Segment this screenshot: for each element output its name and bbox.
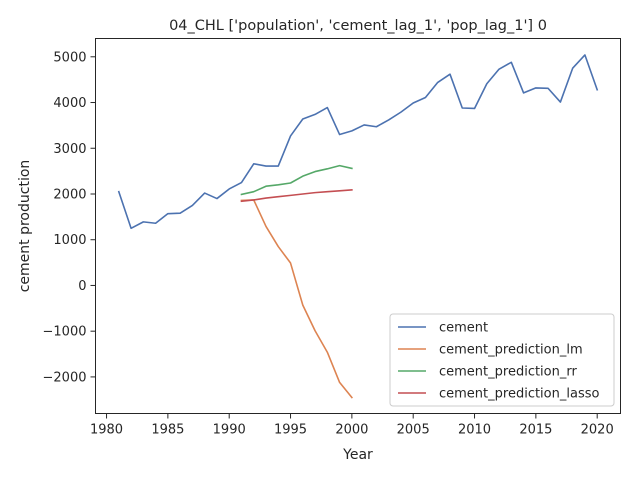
x-tick-label: 1980: [90, 423, 123, 438]
series-line-cement-prediction-rr: [240, 164, 353, 196]
x-tick-label: 2015: [519, 423, 552, 438]
series-line-cement: [117, 54, 599, 230]
legend-label: cement_prediction_lasso: [439, 387, 599, 402]
axis-ticks: 1980 1985 1990 1995 2000 2005 2010 2015 2020 −200…: [43, 50, 614, 437]
x-tick-label: 2010: [458, 423, 491, 438]
y-tick-label: −1000: [43, 325, 87, 340]
x-tick-label: 2005: [397, 423, 430, 438]
legend-label: cement_prediction_rr: [439, 365, 577, 380]
y-tick-label: −2000: [43, 370, 87, 385]
legend-label: cement_prediction_lm: [439, 343, 583, 358]
series-line-cement-prediction-lasso: [240, 189, 353, 203]
x-tick-label: 1985: [151, 423, 184, 438]
x-tick-label: 1995: [274, 423, 307, 438]
series-line-cement-prediction-lm: [240, 199, 353, 399]
y-tick-label: 4000: [53, 96, 86, 111]
x-tick-label: 2000: [335, 423, 368, 438]
x-axis-label: Year: [342, 447, 373, 463]
y-tick-label: 2000: [53, 187, 86, 202]
legend: cement cement_prediction_lm cement_predict…: [389, 313, 615, 407]
legend-box: [389, 313, 615, 407]
y-tick-label: 5000: [53, 50, 86, 65]
y-tick-label: 0: [78, 279, 86, 294]
y-tick-label: 1000: [53, 233, 86, 248]
legend-label: cement: [439, 321, 488, 336]
y-axis-label: cement production: [17, 160, 33, 293]
x-tick-label: 2020: [581, 423, 614, 438]
y-tick-label: 3000: [53, 142, 86, 157]
plot-area: [117, 54, 599, 399]
axes-frame: [95, 38, 621, 414]
chart-title: 04_CHL ['population', 'cement_lag_1', 'p…: [169, 18, 547, 34]
x-tick-label: 1990: [213, 423, 246, 438]
